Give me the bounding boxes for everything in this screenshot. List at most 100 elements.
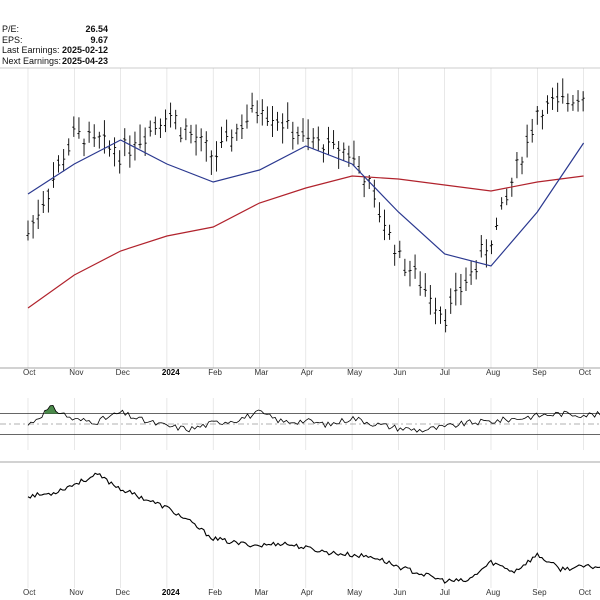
price-bar: [342, 142, 346, 161]
price-bar: [494, 217, 499, 230]
x-tick-label: May: [347, 368, 362, 377]
price-ohlc-bars: [26, 78, 585, 333]
price-bar: [311, 128, 315, 149]
stat-value: 26.54: [85, 24, 108, 34]
price-bar: [26, 220, 30, 241]
x-tick-label: Sep: [532, 588, 547, 597]
price-bar: [112, 137, 117, 167]
price-bar: [225, 119, 229, 142]
x-tick-label: Oct: [579, 368, 592, 377]
x-tick-label: Nov: [69, 368, 83, 377]
price-bar: [245, 104, 249, 129]
price-bar: [169, 102, 173, 128]
price-bar: [82, 138, 86, 157]
price-bar: [474, 260, 478, 280]
price-bar: [133, 131, 137, 161]
price-bar: [118, 150, 122, 174]
price-bar: [31, 215, 35, 239]
price-bar: [454, 272, 458, 306]
price-bar: [515, 152, 519, 179]
x-tick-label: Dec: [116, 588, 130, 597]
x-axis-ticks: Oct Oct Nov Nov Dec Dec 2024 2024 Feb Feb Mar Mar Ap…: [23, 368, 592, 597]
price-bar: [56, 155, 61, 173]
price-bar: [77, 117, 81, 139]
price-bar: [97, 131, 101, 149]
stat-value: 2025-04-23: [61, 55, 108, 66]
price-bar: [561, 78, 565, 104]
price-bar: [535, 106, 539, 125]
price-bar: [362, 176, 366, 198]
price-bar: [174, 109, 178, 130]
x-tick-label: Apr: [301, 368, 314, 377]
price-bar: [444, 309, 448, 333]
stat-row-last-earnings: Last Earnings: 2025-02-12: [2, 45, 108, 56]
x-tick-label: Mar: [255, 368, 269, 377]
x-tick-label: Aug: [486, 368, 500, 377]
stat-label: P/E:: [2, 24, 20, 34]
x-tick-label: Jul: [440, 368, 450, 377]
price-bar: [337, 141, 341, 169]
stat-label: Next Earnings:: [2, 55, 62, 66]
price-bar: [214, 141, 219, 172]
rsi-overbought-fill: [44, 405, 65, 414]
price-bar: [388, 224, 392, 240]
stat-row-pe: P/E: 26.54: [2, 24, 108, 35]
x-tick-label: Jun: [393, 588, 406, 597]
price-bar: [194, 124, 198, 156]
price-bar: [275, 111, 280, 131]
price-bar: [418, 271, 422, 296]
price-bar: [525, 124, 529, 158]
stat-row-next-earnings: Next Earnings: 2025-04-23: [2, 56, 108, 67]
price-bar: [469, 261, 473, 285]
price-bar: [372, 179, 376, 208]
price-bar: [505, 188, 509, 206]
price-bar: [204, 131, 208, 162]
price-bar: [265, 106, 269, 126]
price-bar: [72, 116, 76, 137]
price-bar: [128, 135, 132, 168]
price-bar: [270, 106, 275, 138]
price-bar: [199, 128, 203, 152]
price-bar: [163, 109, 168, 133]
x-tick-label: Aug: [486, 588, 500, 597]
price-bar: [438, 306, 443, 324]
stat-row-eps: EPS: 9.67: [2, 35, 108, 46]
price-bar: [296, 126, 300, 145]
price-bar: [138, 124, 142, 149]
price-bar: [423, 273, 427, 297]
price-bar: [67, 138, 71, 156]
price-bar: [148, 120, 152, 137]
price-bar: [398, 240, 402, 259]
price-bar: [377, 202, 382, 223]
price-bar: [179, 127, 183, 143]
x-tick-label: Dec: [116, 368, 130, 377]
price-bar: [87, 121, 91, 143]
x-tick-label: May: [347, 588, 362, 597]
grid-lines: [27, 68, 584, 588]
long-moving-average-line: [27, 175, 584, 309]
price-bar: [520, 156, 524, 175]
price-bar: [255, 100, 259, 124]
price-bar: [331, 130, 336, 150]
price-bar: [240, 114, 244, 139]
stats-box: P/E: 26.54 EPS: 9.67 Last Earnings: 2025…: [2, 24, 108, 66]
price-bar: [479, 235, 483, 258]
x-tick-label: Apr: [301, 588, 314, 597]
price-bar: [581, 91, 585, 112]
price-bar: [571, 95, 575, 111]
x-tick-label: Jun: [393, 368, 406, 377]
price-bar: [352, 140, 356, 167]
stat-value: 2025-02-12: [61, 45, 108, 55]
x-tick-label: Feb: [208, 368, 222, 377]
price-bar: [408, 260, 412, 287]
price-bar: [550, 87, 555, 110]
price-bar: [566, 93, 570, 112]
price-bar: [306, 119, 310, 151]
price-bar: [36, 199, 40, 229]
rsi-panel: [0, 404, 600, 435]
price-bar: [153, 116, 157, 135]
x-tick-label: Nov: [69, 588, 83, 597]
price-bar: [484, 239, 488, 268]
stat-value: 9.67: [90, 34, 108, 45]
